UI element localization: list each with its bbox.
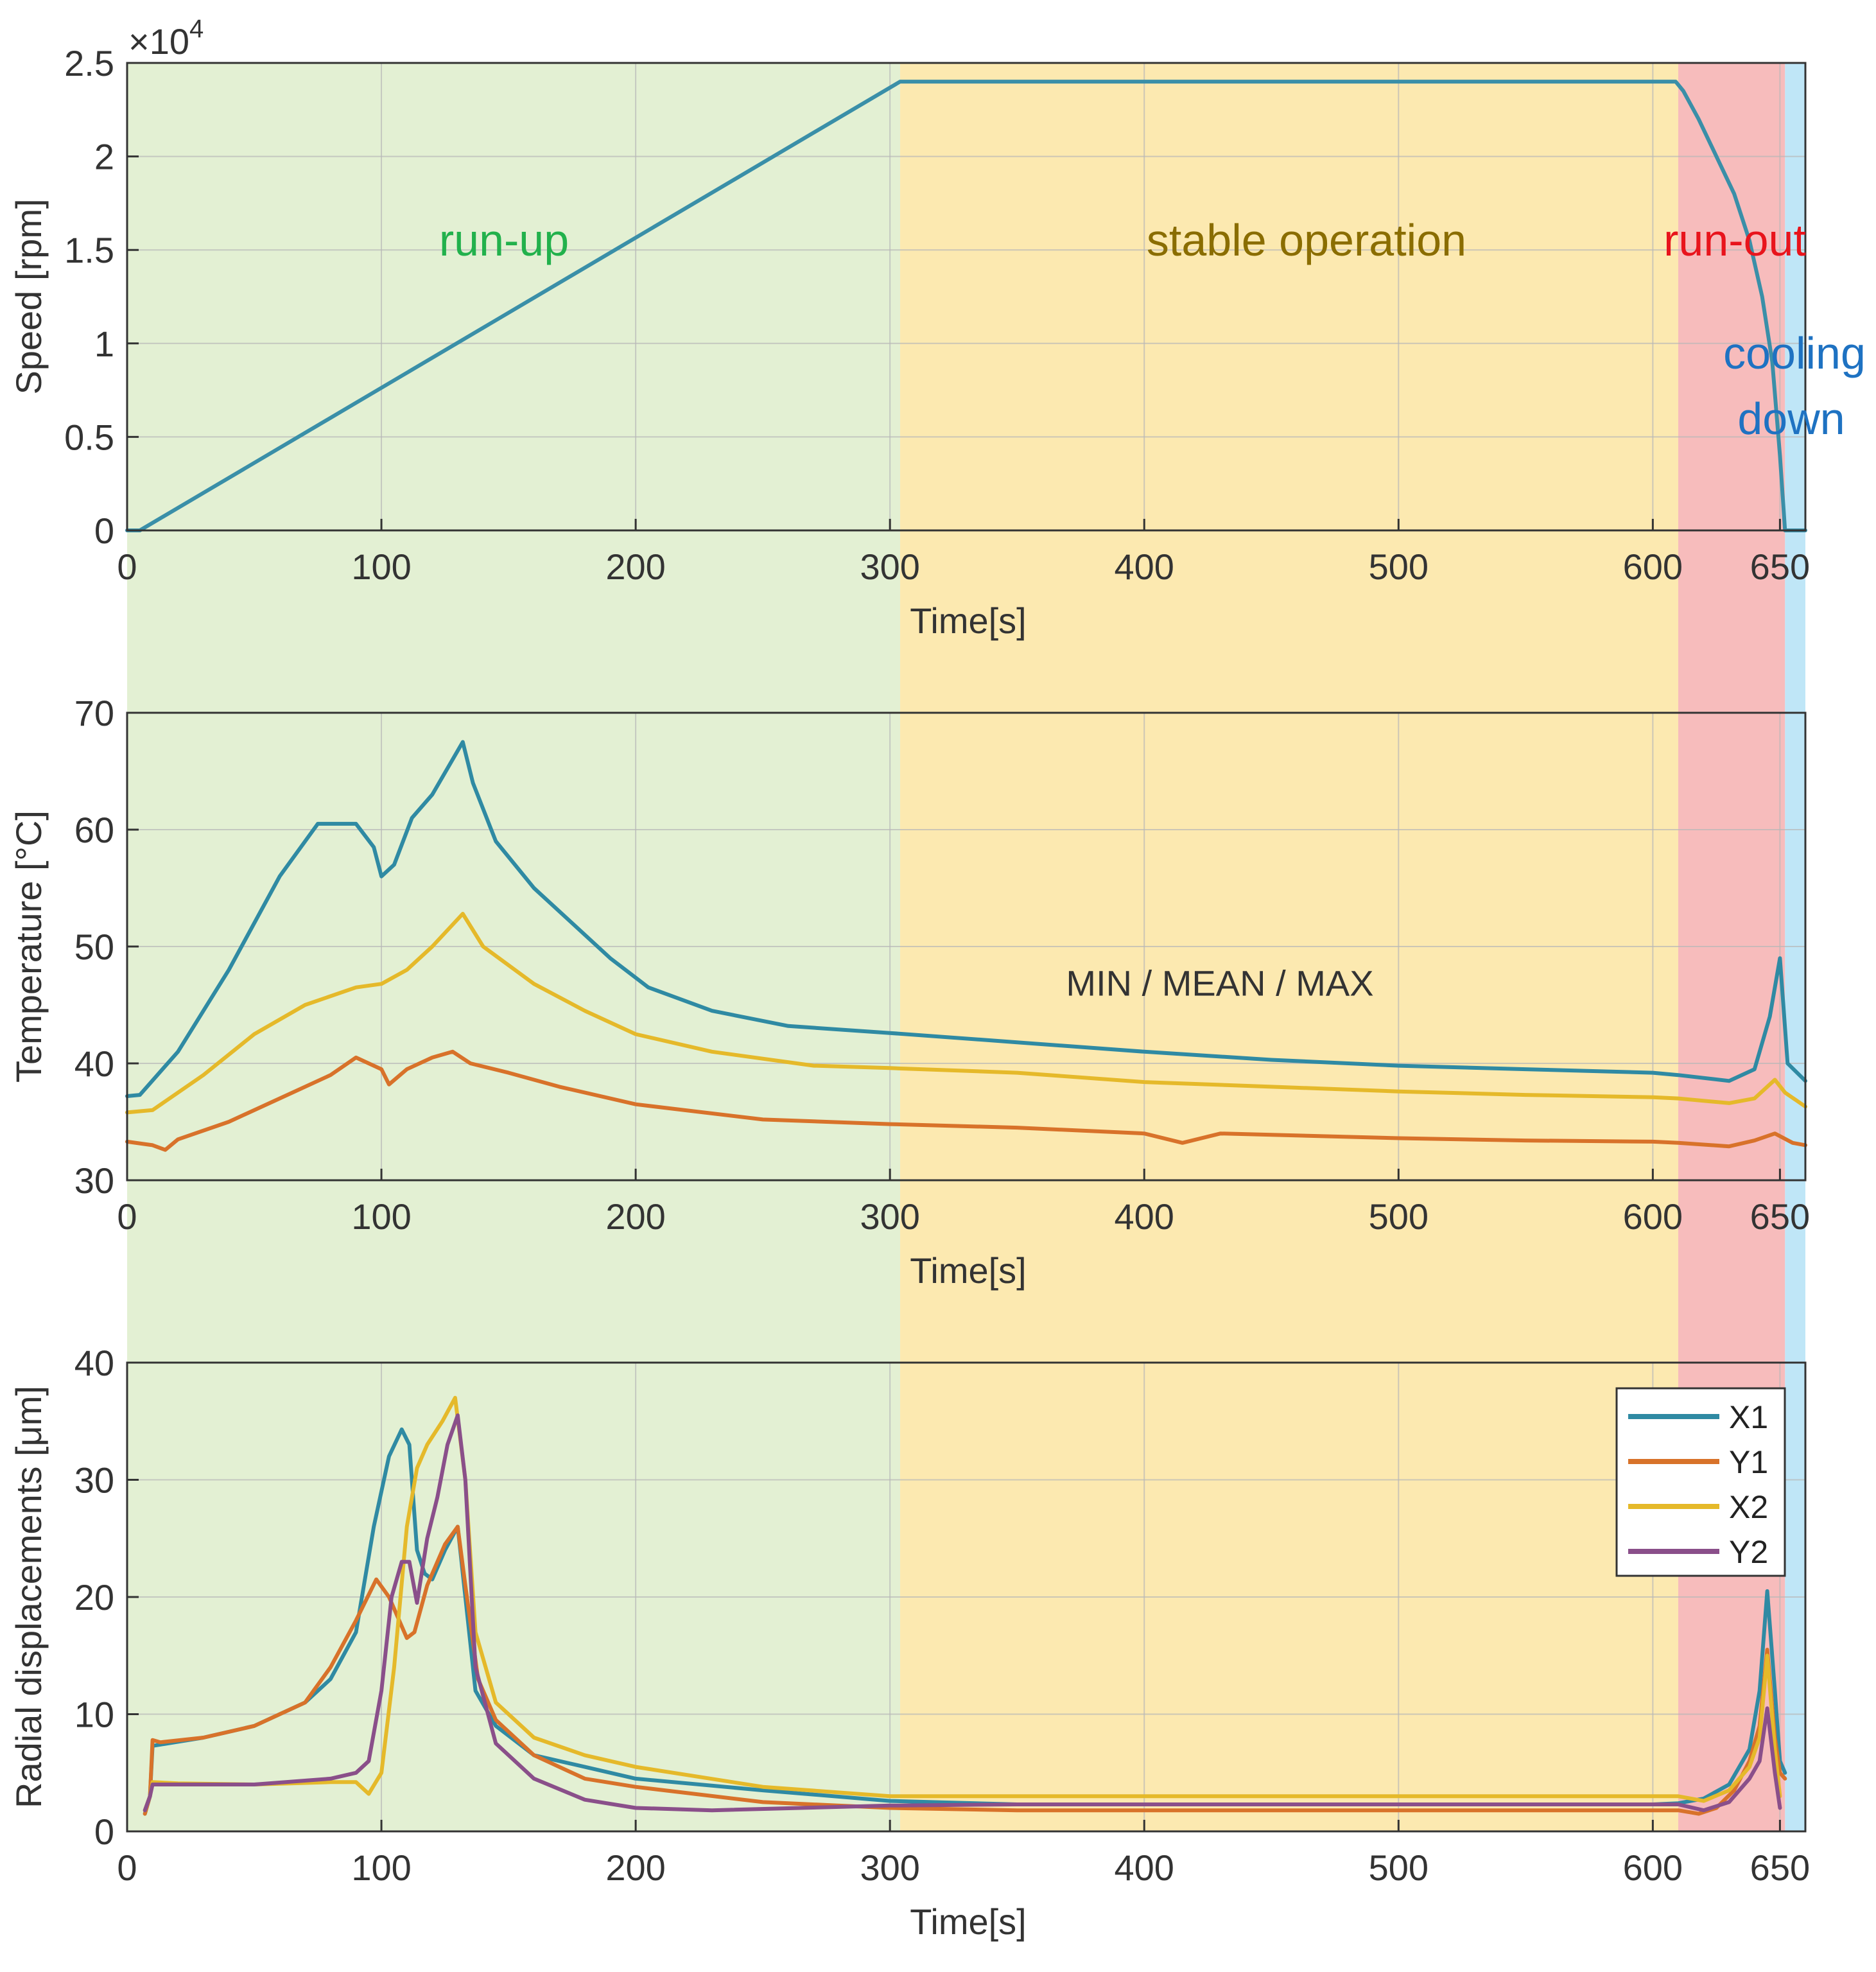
y-tick-label-displacement: 40 bbox=[74, 1343, 114, 1383]
legend: X1 Y1 X2 Y2 bbox=[1615, 1387, 1786, 1577]
labels: 0 100 200 300 400 500 600 65000.511.522.5Time[s… bbox=[8, 15, 1866, 1942]
x-tick-label-displacement: 300 bbox=[860, 1847, 919, 1888]
phase-label-stable-operation: stable operation bbox=[1147, 215, 1466, 265]
y-tick-label-speed: 0.5 bbox=[64, 417, 114, 457]
x-tick-label-speed: 500 bbox=[1369, 546, 1429, 587]
plot-frame-speed bbox=[126, 62, 1807, 532]
x-tick-label-displacement: 100 bbox=[351, 1847, 411, 1888]
x-tick-label-temperature: 650 bbox=[1750, 1196, 1810, 1237]
x-tick-label-speed: 100 bbox=[351, 546, 411, 587]
y-tick-label-displacement: 10 bbox=[74, 1695, 114, 1735]
y-tick-label-speed: 2 bbox=[94, 137, 114, 177]
series-line-displacement-x2 bbox=[143, 1395, 1782, 1813]
series-line-displacement-x1 bbox=[143, 1427, 1787, 1816]
y-tick-label-displacement: 30 bbox=[74, 1460, 114, 1501]
x-tick-label-temperature: 0 bbox=[117, 1196, 137, 1237]
data-series bbox=[125, 80, 1807, 1816]
series-line-temperature-max bbox=[125, 740, 1807, 1098]
x-tick-label-displacement: 200 bbox=[605, 1847, 665, 1888]
temperature-annotation: MIN / MEAN / MAX bbox=[1066, 963, 1373, 1003]
y-tick-label-temperature: 60 bbox=[74, 810, 114, 850]
legend-label-y1: Y1 bbox=[1729, 1444, 1768, 1480]
x-tick-label-speed: 650 bbox=[1750, 546, 1810, 587]
axes bbox=[126, 62, 1807, 1833]
legend-label-x2: X2 bbox=[1729, 1489, 1768, 1525]
series-line-temperature-min bbox=[125, 1049, 1807, 1152]
x-tick-label-displacement: 400 bbox=[1115, 1847, 1174, 1888]
series-line-displacement-y1 bbox=[143, 1524, 1787, 1816]
y-tick-label-temperature: 40 bbox=[74, 1043, 114, 1084]
legend-label-y2: Y2 bbox=[1729, 1534, 1768, 1570]
x-tick-label-speed: 300 bbox=[860, 546, 919, 587]
y-tick-label-speed: 2.5 bbox=[64, 43, 114, 83]
x-axis-label-displacement: Time[s] bbox=[910, 1901, 1026, 1942]
y-tick-label-speed: 0 bbox=[94, 510, 114, 551]
y-tick-label-temperature: 30 bbox=[74, 1160, 114, 1201]
y-axis-label-temperature: Temperature [°C] bbox=[8, 810, 49, 1083]
x-tick-label-temperature: 500 bbox=[1369, 1196, 1429, 1237]
y-tick-label-temperature: 70 bbox=[74, 693, 114, 733]
x-tick-label-displacement: 0 bbox=[117, 1847, 137, 1888]
x-tick-label-displacement: 600 bbox=[1623, 1847, 1683, 1888]
x-tick-label-temperature: 300 bbox=[860, 1196, 919, 1237]
x-tick-label-temperature: 200 bbox=[605, 1196, 665, 1237]
x-tick-label-speed: 200 bbox=[605, 546, 665, 587]
x-tick-label-temperature: 400 bbox=[1115, 1196, 1174, 1237]
series-line-displacement-y2 bbox=[143, 1413, 1782, 1813]
phase-label-run-out: run-out bbox=[1663, 215, 1806, 265]
y-tick-label-speed: 1 bbox=[94, 324, 114, 364]
x-tick-label-temperature: 100 bbox=[351, 1196, 411, 1237]
y-axis-label-displacement: Radial displacements [μm] bbox=[8, 1386, 49, 1808]
phase-label-down: down bbox=[1737, 394, 1845, 444]
y-tick-label-displacement: 0 bbox=[94, 1811, 114, 1852]
x-tick-label-temperature: 600 bbox=[1623, 1196, 1683, 1237]
phase-label-cooling: cooling bbox=[1723, 328, 1866, 378]
series-line-temperature-mean bbox=[125, 912, 1807, 1115]
y-axis-label-speed: Speed [rpm] bbox=[8, 198, 49, 394]
x-tick-label-speed: 600 bbox=[1623, 546, 1683, 587]
legend-label-x1: X1 bbox=[1729, 1399, 1768, 1435]
x-tick-label-displacement: 500 bbox=[1369, 1847, 1429, 1888]
y-tick-label-speed: 1.5 bbox=[64, 230, 114, 270]
y-axis-exponent: ×104 bbox=[128, 15, 204, 62]
x-tick-label-speed: 400 bbox=[1115, 546, 1174, 587]
x-axis-label-temperature: Time[s] bbox=[910, 1250, 1026, 1291]
series-line-speed-speed bbox=[125, 80, 1807, 532]
legend-box bbox=[1615, 1387, 1786, 1577]
phase-label-run-up: run-up bbox=[439, 215, 569, 265]
y-tick-label-temperature: 50 bbox=[74, 927, 114, 967]
y-tick-label-displacement: 20 bbox=[74, 1577, 114, 1618]
x-tick-label-displacement: 650 bbox=[1750, 1847, 1810, 1888]
x-axis-label-speed: Time[s] bbox=[910, 600, 1026, 641]
x-tick-label-speed: 0 bbox=[117, 546, 137, 587]
